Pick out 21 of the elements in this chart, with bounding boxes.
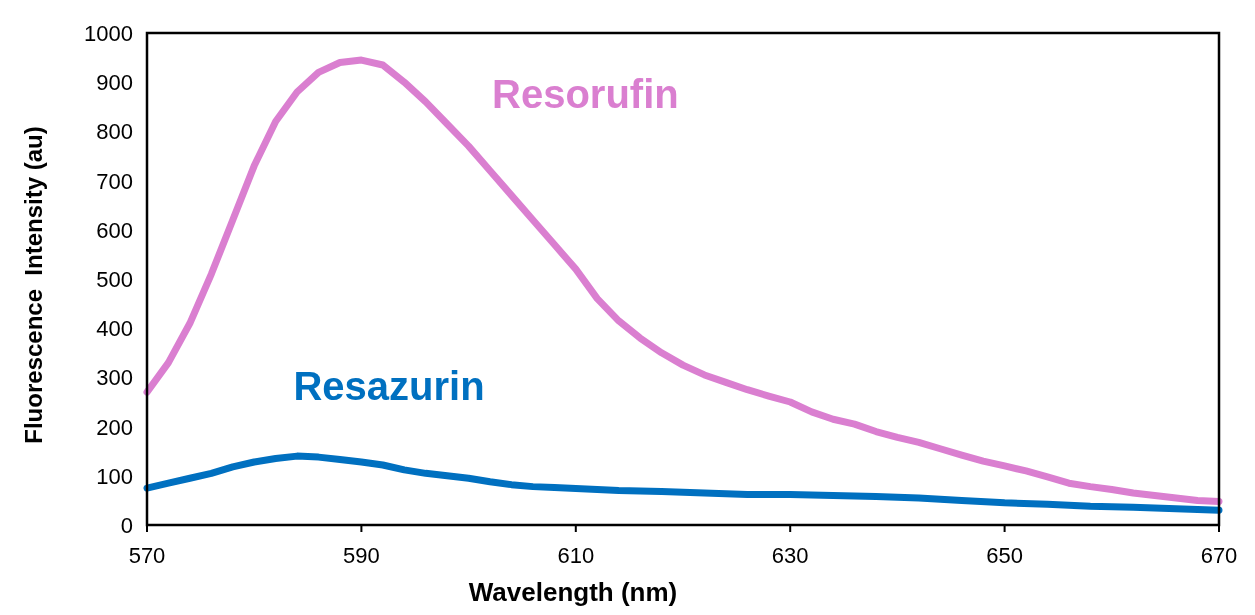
y-tick-label: 1000 [84, 21, 133, 46]
x-tick-label: 610 [557, 543, 595, 568]
y-tick-label: 400 [96, 316, 133, 342]
y-tick-label: 600 [96, 217, 133, 243]
x-tick-label: 670 [1200, 543, 1238, 568]
x-tick-label: 630 [771, 543, 809, 568]
y-tick-label: 300 [96, 365, 133, 391]
x-tick-label: 570 [128, 543, 166, 568]
y-tick-label: 0 [120, 513, 133, 538]
y-tick-label: 900 [96, 70, 133, 96]
x-tick-label: 650 [986, 543, 1023, 568]
y-tick-label: 500 [96, 267, 133, 292]
y-tick-label: 200 [96, 414, 133, 440]
y-tick-label: 700 [96, 168, 133, 194]
x-axis-title: Wavelength (nm) [468, 577, 678, 607]
series-label: Resazurin [293, 364, 485, 409]
series-label: Resorufin [492, 72, 679, 117]
y-tick-label: 100 [96, 463, 133, 489]
x-tick-label: 590 [343, 543, 380, 568]
y-axis-title: Fluorescence Intensity (au) [20, 126, 47, 444]
y-tick-label: 800 [96, 119, 133, 145]
